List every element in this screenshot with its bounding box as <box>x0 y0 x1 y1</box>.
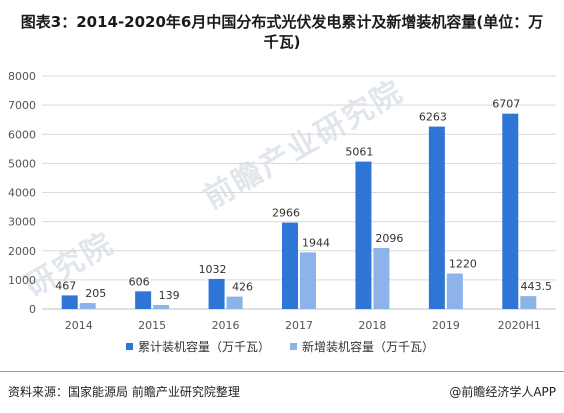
x-axis-ticks: 2014 2015 2016 2017 2018 2019 2020H1 <box>65 319 541 332</box>
bar-new <box>446 273 463 309</box>
bar-new <box>300 252 316 309</box>
data-label-cumulative: 606 <box>129 275 150 288</box>
data-labels: 467 205 606 139 1032 426 2966 1944 5061 2096 6263 1… <box>55 98 552 302</box>
source-note: 资料来源：国家能源局 前瞻产业研究院整理 <box>8 385 240 399</box>
y-tick-label: 2000 <box>8 245 36 258</box>
bar-cumulative <box>282 222 298 309</box>
bar-new <box>373 247 390 309</box>
bar-cumulative <box>135 291 152 309</box>
data-label-new: 2096 <box>375 232 403 245</box>
bar-cumulative <box>208 278 225 309</box>
bar-cumulative <box>502 113 519 309</box>
data-label-new: 426 <box>232 281 253 294</box>
bar-new <box>520 296 537 309</box>
legend-label-cumulative: 累计装机容量（万千瓦） <box>138 339 270 354</box>
brand-credit: @前瞻经济学人APP <box>449 385 556 399</box>
bar-cumulative <box>428 126 445 310</box>
data-label-cumulative: 467 <box>55 279 76 292</box>
chart-title: 图表3：2014-2020年6月中国分布式光伏发电累计及新增装机容量(单位：万千… <box>20 13 544 51</box>
y-tick-label: 5000 <box>8 157 36 170</box>
y-tick-label: 1000 <box>8 274 36 287</box>
bar-cumulative <box>61 295 78 309</box>
y-tick-label: 6000 <box>8 128 36 141</box>
y-axis-ticks: 0 1000 2000 3000 4000 5000 6000 7000 8000 <box>8 70 36 316</box>
y-tick-label: 8000 <box>8 70 36 83</box>
y-tick-label: 0 <box>29 303 36 316</box>
data-label-cumulative: 6707 <box>492 98 520 111</box>
y-tick-label: 4000 <box>8 187 36 200</box>
data-label-cumulative: 5061 <box>345 146 373 159</box>
data-label-new: 1944 <box>302 236 330 249</box>
data-label-cumulative: 6263 <box>419 111 447 124</box>
legend-swatch-cumulative <box>126 343 133 350</box>
x-tick-label: 2018 <box>358 319 386 332</box>
x-tick-label: 2020H1 <box>498 319 541 332</box>
x-tick-label: 2017 <box>285 319 313 332</box>
data-label-new: 443.5 <box>521 280 553 293</box>
x-tick-label: 2016 <box>212 319 240 332</box>
bars <box>61 113 537 310</box>
footer-divider <box>0 371 564 372</box>
bar-new <box>226 296 243 309</box>
x-tick-label: 2015 <box>138 319 166 332</box>
y-tick-label: 3000 <box>8 216 36 229</box>
legend-label-new: 新增装机容量（万千瓦） <box>302 339 434 354</box>
x-tick-label: 2019 <box>432 319 460 332</box>
data-label-new: 1220 <box>449 257 477 270</box>
legend: 累计装机容量（万千瓦） 新增装机容量（万千瓦） <box>126 339 434 354</box>
bar-cumulative <box>355 161 372 309</box>
bar-chart: 0 1000 2000 3000 4000 5000 6000 7000 8000 467 205… <box>8 70 556 354</box>
data-label-cumulative: 1032 <box>199 263 227 276</box>
bar-new <box>79 303 96 309</box>
legend-swatch-new <box>290 343 297 350</box>
x-tick-label: 2014 <box>65 319 93 332</box>
y-tick-label: 7000 <box>8 99 36 112</box>
data-label-cumulative: 2966 <box>272 207 300 220</box>
gridlines <box>42 75 556 310</box>
data-label-new: 205 <box>85 287 106 300</box>
bar-new <box>153 304 170 309</box>
data-label-new: 139 <box>159 289 180 302</box>
